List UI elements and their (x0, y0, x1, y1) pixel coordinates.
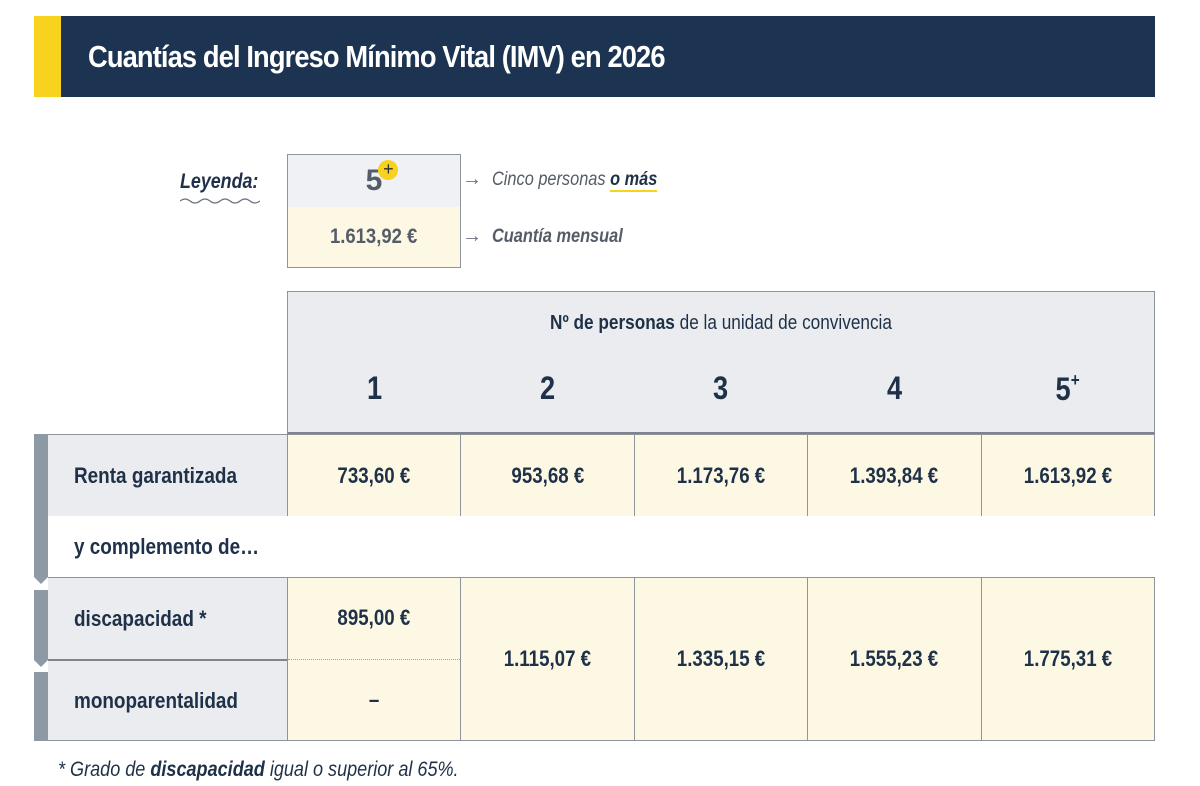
cell-value: 1.335,15 € (676, 646, 766, 671)
legend-persons-desc-prefix: Cinco personas (492, 168, 611, 190)
side-bar-renta (34, 434, 48, 577)
row-label-text: monoparentalidad (74, 687, 238, 713)
arrow-right-icon: → (462, 168, 482, 190)
footnote-bold: discapacidad (150, 758, 265, 781)
legend-persons-explanation: → Cinco personas o más (462, 168, 684, 192)
table-caption-rest: de la unidad de convivencia (674, 312, 892, 334)
legend-amount-desc: Cuantía mensual (492, 225, 623, 247)
table-caption: Nº de personas de la unidad de convivenc… (349, 312, 1094, 335)
footnote-suffix: igual o superior al 65%. (264, 758, 459, 781)
column-header-label: 5 (1055, 371, 1071, 407)
title-bar: Cuantías del Ingreso Mínimo Vital (IMV) … (34, 16, 1155, 97)
table-cell: 1.555,23 € (808, 578, 982, 740)
column-header-label: 1 (367, 370, 383, 406)
legend-persons-number: 5 (365, 164, 383, 197)
row-label-discapacidad: discapacidad * (48, 577, 288, 660)
legend-amount: 1.613,92 € (330, 225, 418, 248)
table-header: Nº de personas de la unidad de convivenc… (287, 291, 1155, 434)
complement-label: y complemento de… (74, 533, 260, 559)
squiggle-underline-icon (180, 198, 260, 204)
table-cell: 733,60 € (288, 435, 462, 516)
table-row-renta-garantizada: 733,60 € 953,68 € 1.173,76 € 1.393,84 € … (287, 434, 1155, 517)
table-cell-discapacidad: 895,00 € (288, 578, 461, 660)
table-row-complements: 895,00 € – 1.115,07 € 1.335,15 € 1.555,2… (287, 577, 1155, 741)
cell-value: 1.775,31 € (1023, 646, 1113, 671)
table-cell-split: 895,00 € – (288, 578, 462, 741)
table-cell: 953,68 € (461, 435, 635, 516)
table-cell: 1.393,84 € (808, 435, 982, 516)
column-header-3: 3 (647, 370, 794, 408)
column-header-4: 4 (821, 370, 968, 408)
cell-value: 1.393,84 € (850, 462, 939, 488)
cell-value: 953,68 € (511, 462, 584, 488)
row-label-text: Renta garantizada (74, 462, 237, 488)
legend-persons: 5 + (365, 160, 399, 198)
row-label-monoparentalidad: monoparentalidad (48, 659, 288, 741)
column-header-2: 2 (474, 370, 621, 408)
table-cell: 1.115,07 € (461, 578, 635, 740)
row-label-text: discapacidad * (74, 605, 207, 631)
column-header-label: 4 (886, 370, 902, 406)
cell-value: – (368, 686, 380, 712)
table-cell: 1.335,15 € (635, 578, 809, 740)
cell-value: 1.555,23 € (850, 646, 939, 671)
cell-value: 1.613,92 € (1023, 462, 1113, 488)
legend-label: Leyenda: (180, 170, 259, 193)
column-headers: 1 2 3 4 5+ (288, 370, 1154, 408)
table-caption-bold: Nº de personas (550, 312, 675, 334)
table-cell: 1.775,31 € (982, 578, 1154, 740)
page-title: Cuantías del Ingreso Mínimo Vital (IMV) … (88, 38, 666, 74)
side-bar-monoparentalidad (34, 672, 48, 741)
cell-value: 895,00 € (337, 605, 411, 631)
footnote-prefix: * Grado de (58, 758, 151, 781)
legend-persons-desc-emphasis: o más (610, 168, 658, 192)
column-header-label: 2 (540, 370, 556, 406)
table-cell-monoparentalidad: – (288, 660, 460, 741)
column-header-sup: + (1070, 370, 1080, 390)
legend-box: 5 + 1.613,92 € (287, 154, 461, 268)
row-label-renta-garantizada: Renta garantizada (48, 434, 288, 517)
title-accent-stripe (34, 16, 61, 97)
plus-badge-icon: + (378, 160, 399, 180)
legend-persons-cell: 5 + (288, 155, 460, 207)
cell-value: 733,60 € (337, 462, 411, 488)
cell-value: 1.173,76 € (676, 462, 766, 488)
legend-amount-cell: 1.613,92 € (288, 207, 460, 267)
column-header-1: 1 (301, 370, 448, 408)
legend-amount-explanation: → Cuantía mensual (462, 225, 644, 248)
column-header-5plus: 5+ (994, 370, 1141, 408)
cell-value: 1.115,07 € (503, 646, 592, 671)
legend-persons-desc: Cinco personas o más (492, 168, 658, 192)
table-cell: 1.173,76 € (635, 435, 809, 516)
complement-label-row: y complemento de… (48, 516, 1155, 577)
table-cell: 1.613,92 € (982, 435, 1154, 516)
chevron-down-icon (34, 577, 48, 584)
side-bar-discapacidad (34, 590, 48, 660)
footnote: * Grado de discapacidad igual o superior… (58, 758, 459, 782)
chevron-down-icon (34, 660, 48, 667)
column-header-label: 3 (713, 370, 729, 406)
arrow-right-icon: → (462, 225, 482, 247)
